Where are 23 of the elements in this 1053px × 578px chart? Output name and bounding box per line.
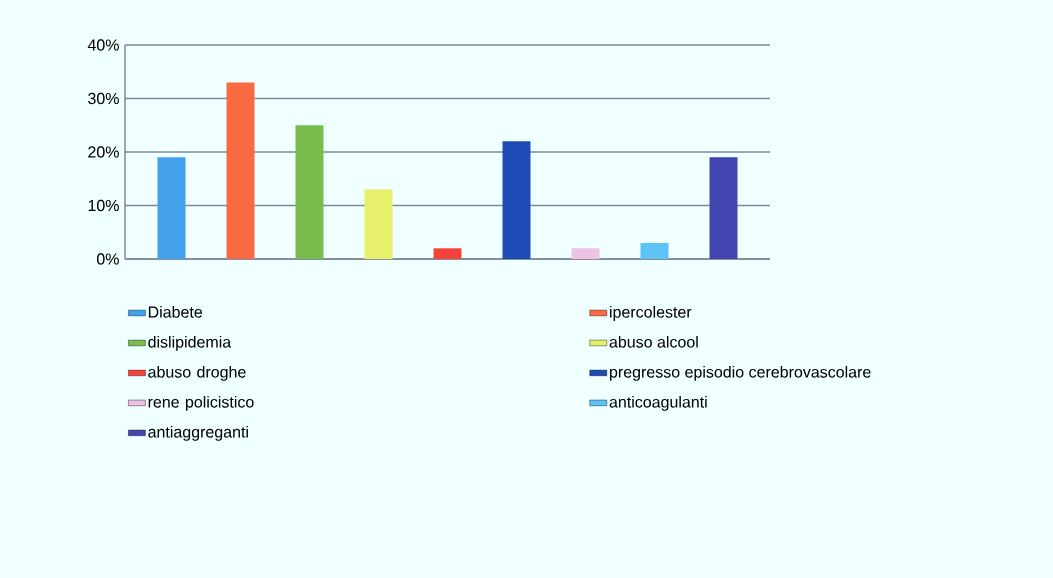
legend-label: Diabete [148,305,203,318]
legend-label: antiaggreganti [148,425,248,441]
bar [502,141,531,259]
legend-label: pregresso episodio cerebrovascolare [610,365,871,381]
legend-label: ipercolester [610,305,692,321]
bar [433,248,462,259]
bar [226,82,255,259]
bar [295,125,324,259]
legend-label: abuso alcool [609,335,698,348]
y-tick-label: 10% [88,199,119,212]
legend-label: rene policistico [148,395,254,411]
bar [364,189,393,259]
y-tick-label: 40% [87,39,119,51]
y-tick-label: 20% [88,146,119,158]
bar [571,248,600,259]
legend-label: anticoagulanti [609,395,707,411]
legend-label: dislipidemia [148,335,232,351]
bar [709,157,738,259]
y-tick-label: 0% [96,253,119,265]
y-tick-label: 30% [88,92,119,105]
bar [157,157,186,259]
bar [640,242,669,259]
legend-label: abuso droghe [148,365,246,381]
